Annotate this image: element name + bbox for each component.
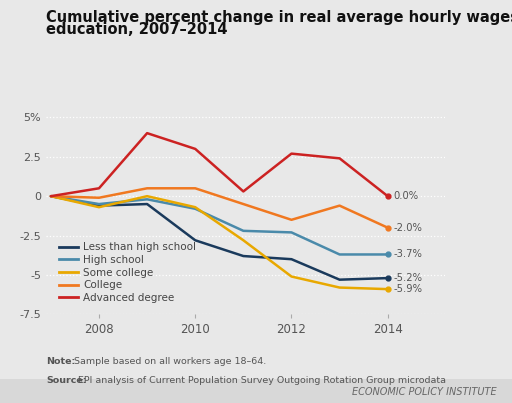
Text: 0.0%: 0.0%	[394, 191, 419, 201]
Text: ECONOMIC POLICY INSTITUTE: ECONOMIC POLICY INSTITUTE	[352, 387, 497, 397]
Legend: Less than high school, High school, Some college, College, Advanced degree: Less than high school, High school, Some…	[55, 238, 201, 307]
Text: Source:: Source:	[46, 376, 87, 384]
Text: Cumulative percent change in real average hourly wages, by: Cumulative percent change in real averag…	[46, 10, 512, 25]
Text: -5.9%: -5.9%	[394, 284, 422, 294]
Text: -3.7%: -3.7%	[394, 249, 422, 260]
Text: -5.2%: -5.2%	[394, 273, 422, 283]
Text: EPI analysis of Current Population Survey Outgoing Rotation Group microdata: EPI analysis of Current Population Surve…	[75, 376, 446, 384]
Text: Note:: Note:	[46, 357, 75, 366]
Text: Sample based on all workers age 18–64.: Sample based on all workers age 18–64.	[71, 357, 266, 366]
Text: education, 2007–2014: education, 2007–2014	[46, 22, 227, 37]
Text: -2.0%: -2.0%	[394, 223, 422, 233]
